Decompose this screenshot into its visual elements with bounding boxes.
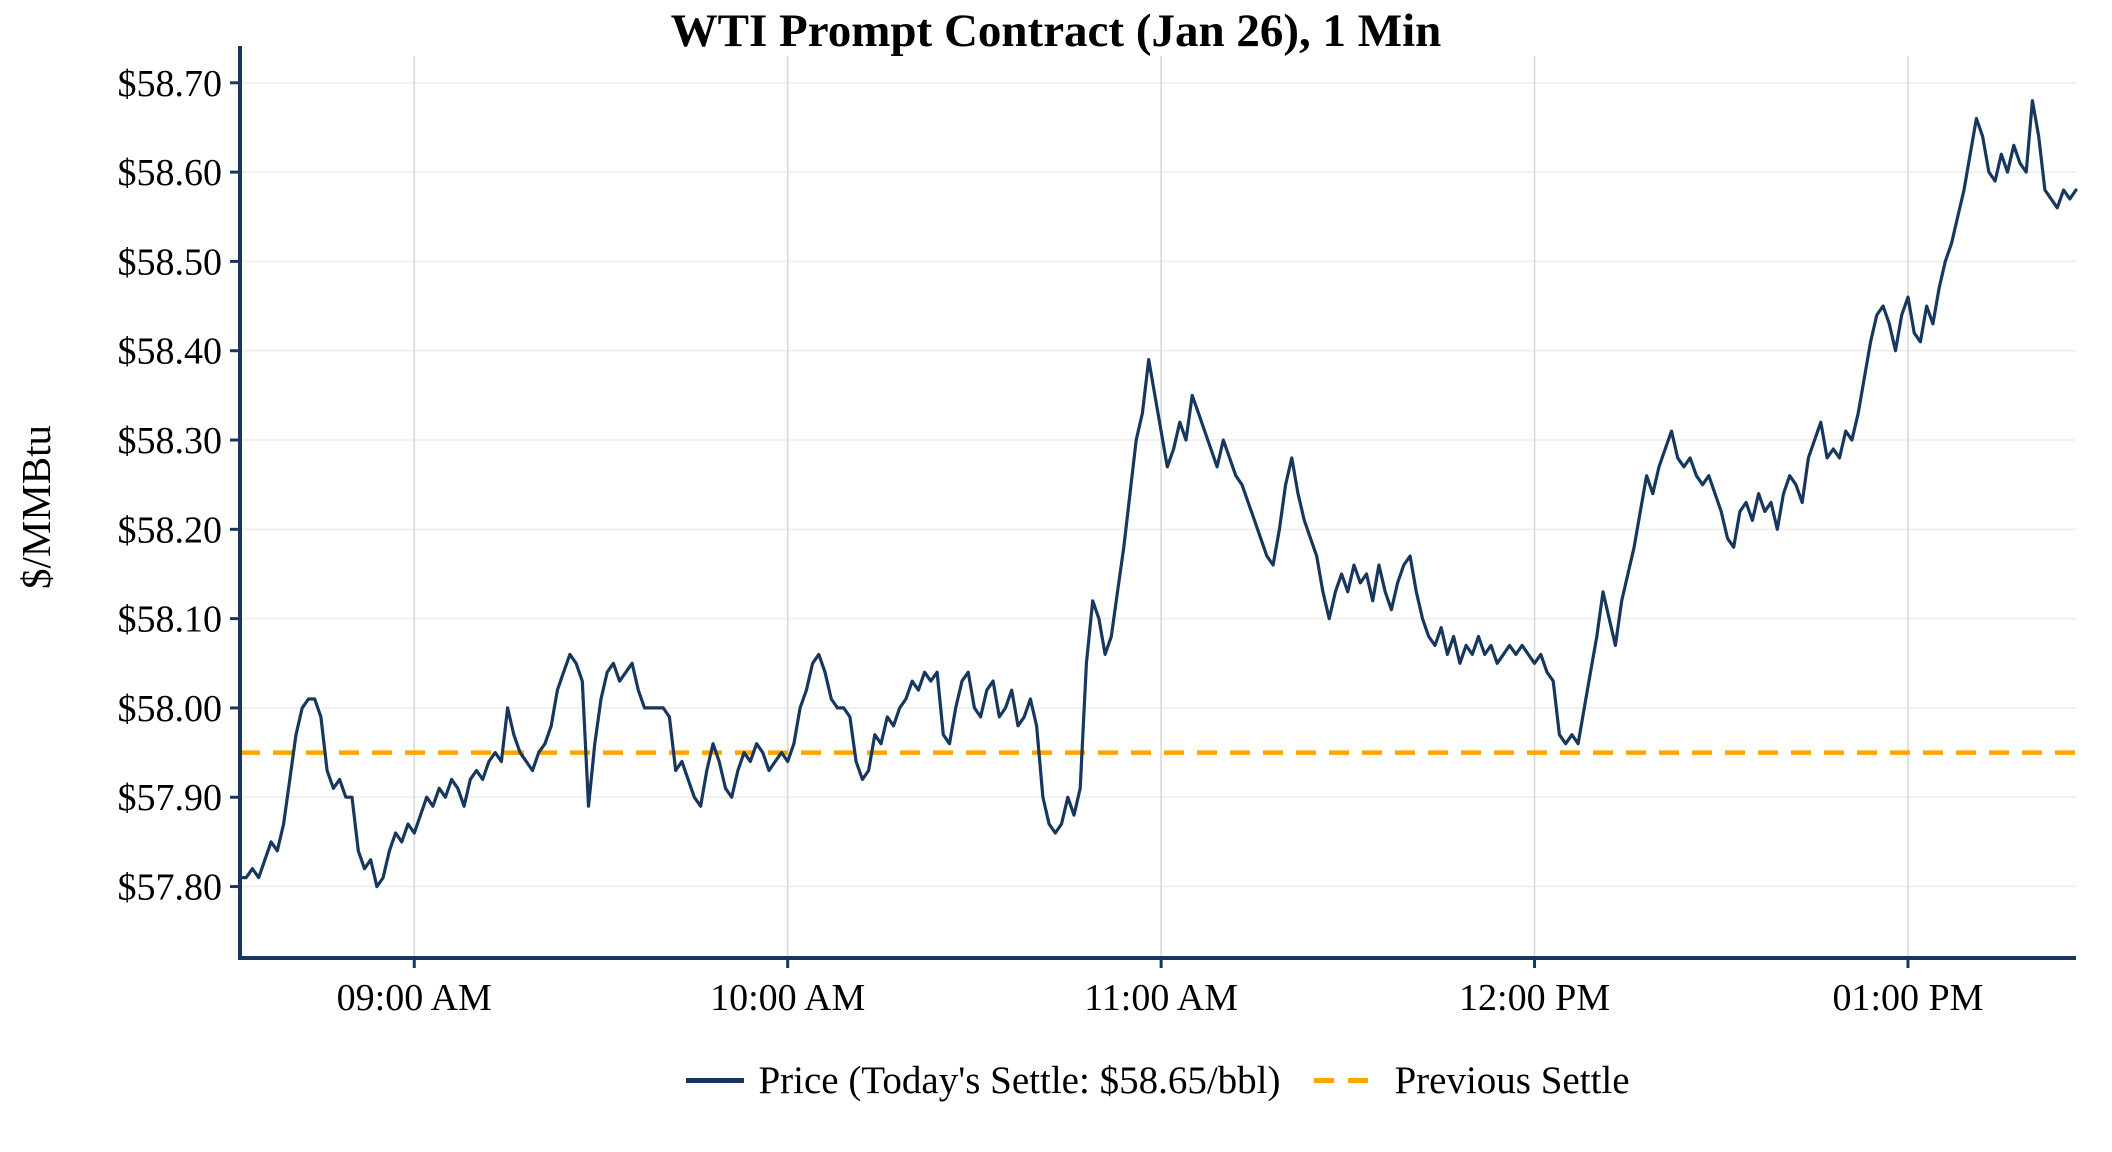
y-tick-label: $58.70	[118, 63, 223, 105]
x-tick-label: 09:00 AM	[337, 977, 492, 1019]
legend-item-previous-settle: Previous Settle	[1314, 1058, 1630, 1103]
y-tick-label: $58.10	[118, 599, 223, 641]
y-tick-label: $58.50	[118, 241, 223, 283]
y-tick-label: $58.60	[118, 152, 223, 194]
y-axis-title: $/MMBtu	[13, 424, 59, 590]
legend-label-price: Price (Today's Settle: $58.65/bbl)	[758, 1059, 1281, 1102]
price-line-swatch	[686, 1078, 745, 1083]
legend: Price (Today's Settle: $58.65/bbl) Previ…	[240, 1058, 2076, 1103]
x-tick-label: 12:00 PM	[1459, 977, 1610, 1019]
legend-label-previous-settle: Previous Settle	[1394, 1059, 1630, 1102]
y-tick-label: $58.00	[118, 688, 223, 730]
y-tick-label: $57.80	[118, 867, 223, 909]
x-tick-label: 11:00 AM	[1084, 977, 1238, 1019]
y-tick-label: $57.90	[118, 777, 223, 819]
y-tick-label: $58.40	[118, 331, 223, 373]
chart-title: WTI Prompt Contract (Jan 26), 1 Min	[670, 5, 1442, 57]
x-tick-label: 01:00 PM	[1832, 977, 1983, 1019]
legend-item-price: Price (Today's Settle: $58.65/bbl)	[686, 1058, 1280, 1103]
x-tick-label: 10:00 AM	[710, 977, 865, 1019]
y-tick-label: $58.30	[118, 420, 223, 462]
price-line	[238, 99, 2078, 889]
previous-settle-dash-swatch	[1314, 1078, 1381, 1083]
y-tick-label: $58.20	[118, 509, 223, 551]
